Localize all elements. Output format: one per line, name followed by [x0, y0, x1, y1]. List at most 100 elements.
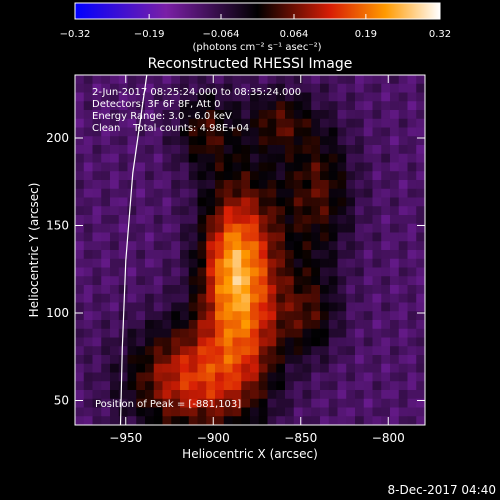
heatmap-cell	[346, 293, 356, 303]
heatmap-cell	[311, 346, 321, 356]
heatmap-cell	[188, 276, 198, 286]
heatmap-cell	[75, 92, 85, 102]
heatmap-cell	[355, 180, 365, 190]
heatmap-cell	[101, 136, 111, 146]
heatmap-cell	[267, 110, 277, 120]
heatmap-cell	[223, 232, 233, 242]
heatmap-cell	[346, 398, 356, 408]
heatmap-cell	[162, 328, 172, 338]
heatmap-cell	[232, 171, 242, 181]
heatmap-cell	[390, 276, 400, 286]
heatmap-cell	[258, 372, 268, 382]
heatmap-cell	[390, 363, 400, 373]
heatmap-cell	[171, 363, 181, 373]
heatmap-cell	[372, 145, 382, 155]
heatmap-cell	[293, 206, 303, 216]
heatmap-cell	[206, 241, 216, 251]
heatmap-cell	[363, 241, 373, 251]
heatmap-cell	[118, 136, 128, 146]
heatmap-cell	[188, 416, 198, 426]
heatmap-cell	[276, 293, 286, 303]
heatmap-cell	[83, 258, 93, 268]
heatmap-cell	[285, 197, 295, 207]
heatmap-cell	[118, 171, 128, 181]
heatmap-cell	[293, 276, 303, 286]
heatmap-cell	[250, 145, 260, 155]
heatmap-cell	[302, 407, 312, 417]
heatmap-cell	[320, 75, 330, 85]
heatmap-cell	[232, 92, 242, 102]
heatmap-cell	[381, 302, 391, 312]
heatmap-cell	[328, 241, 338, 251]
heatmap-cell	[83, 337, 93, 347]
heatmap-cell	[127, 390, 137, 400]
heatmap-cell	[416, 346, 426, 356]
heatmap-cell	[381, 215, 391, 225]
heatmap-cell	[223, 127, 233, 137]
heatmap-cell	[311, 75, 321, 85]
heatmap-cell	[311, 390, 321, 400]
heatmap-cell	[328, 328, 338, 338]
heatmap-cell	[398, 223, 408, 233]
heatmap-cell	[258, 285, 268, 295]
heatmap-cell	[241, 337, 251, 347]
heatmap-cell	[162, 180, 172, 190]
heatmap-cell	[145, 346, 155, 356]
heatmap-cell	[162, 398, 172, 408]
heatmap-cell	[153, 416, 163, 426]
heatmap-cell	[241, 346, 251, 356]
heatmap-cell	[101, 162, 111, 172]
heatmap-cell	[145, 372, 155, 382]
heatmap-cell	[136, 328, 146, 338]
heatmap-cell	[372, 118, 382, 128]
heatmap-cell	[180, 285, 190, 295]
heatmap-cell	[206, 276, 216, 286]
heatmap-cell	[232, 398, 242, 408]
heatmap-cell	[83, 188, 93, 198]
heatmap-cell	[83, 153, 93, 163]
heatmap-cell	[92, 197, 102, 207]
heatmap-cell	[241, 416, 251, 426]
heatmap-cell	[302, 197, 312, 207]
heatmap-cell	[162, 276, 172, 286]
heatmap-cell	[162, 311, 172, 321]
heatmap-cell	[407, 363, 417, 373]
heatmap-cell	[320, 118, 330, 128]
heatmap-cell	[302, 136, 312, 146]
heatmap-cell	[136, 250, 146, 260]
heatmap-cell	[110, 285, 120, 295]
colorbar-tick-label: 0.064	[280, 29, 309, 40]
heatmap-cell	[285, 153, 295, 163]
heatmap-cell	[250, 180, 260, 190]
heatmap-cell	[110, 320, 120, 330]
heatmap-cell	[92, 328, 102, 338]
heatmap-cell	[162, 188, 172, 198]
heatmap-cell	[416, 232, 426, 242]
heatmap-cell	[416, 241, 426, 251]
heatmap-cell	[162, 83, 172, 93]
heatmap-cell	[241, 232, 251, 242]
heatmap-cell	[363, 250, 373, 260]
heatmap-cell	[302, 110, 312, 120]
heatmap-cell	[407, 215, 417, 225]
heatmap-cell	[302, 188, 312, 198]
heatmap-cell	[416, 250, 426, 260]
heatmap-cell	[118, 127, 128, 137]
heatmap-cell	[311, 180, 321, 190]
heatmap-cell	[285, 258, 295, 268]
heatmap-cell	[372, 215, 382, 225]
heatmap-cell	[241, 320, 251, 330]
heatmap-cell	[293, 171, 303, 181]
heatmap-cell	[145, 180, 155, 190]
heatmap-cell	[162, 407, 172, 417]
heatmap-cell	[328, 390, 338, 400]
heatmap-cell	[136, 258, 146, 268]
heatmap-cell	[75, 302, 85, 312]
heatmap-cell	[110, 372, 120, 382]
heatmap-cell	[118, 92, 128, 102]
heatmap-cell	[153, 127, 163, 137]
heatmap-cell	[390, 162, 400, 172]
heatmap-cell	[241, 171, 251, 181]
heatmap-cell	[153, 407, 163, 417]
heatmap-cell	[355, 110, 365, 120]
